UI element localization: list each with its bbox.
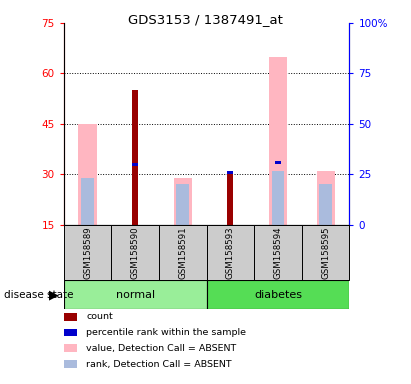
- Bar: [227, 171, 233, 174]
- FancyBboxPatch shape: [206, 280, 349, 309]
- Text: percentile rank within the sample: percentile rank within the sample: [86, 328, 246, 337]
- Bar: [176, 184, 189, 225]
- Bar: [132, 163, 138, 166]
- Bar: [269, 57, 287, 225]
- Bar: [132, 90, 138, 225]
- Text: GSM158591: GSM158591: [178, 226, 187, 279]
- Bar: [316, 171, 335, 225]
- Text: GSM158593: GSM158593: [226, 226, 235, 279]
- Bar: [272, 171, 284, 225]
- Text: GDS3153 / 1387491_at: GDS3153 / 1387491_at: [128, 13, 283, 26]
- Text: disease state: disease state: [4, 290, 74, 300]
- Text: count: count: [86, 312, 113, 321]
- Text: value, Detection Call = ABSENT: value, Detection Call = ABSENT: [86, 344, 237, 353]
- Bar: [275, 161, 281, 164]
- FancyBboxPatch shape: [111, 225, 159, 280]
- FancyBboxPatch shape: [64, 225, 111, 280]
- Bar: [81, 178, 94, 225]
- Text: GSM158595: GSM158595: [321, 226, 330, 279]
- Bar: [227, 171, 233, 225]
- FancyBboxPatch shape: [206, 225, 254, 280]
- Text: diabetes: diabetes: [254, 290, 302, 300]
- FancyBboxPatch shape: [302, 225, 349, 280]
- FancyBboxPatch shape: [159, 225, 206, 280]
- Text: rank, Detection Call = ABSENT: rank, Detection Call = ABSENT: [86, 359, 232, 369]
- FancyBboxPatch shape: [64, 280, 206, 309]
- Text: GSM158590: GSM158590: [131, 226, 140, 279]
- Text: GSM158589: GSM158589: [83, 226, 92, 279]
- Text: ▶: ▶: [48, 288, 58, 301]
- Bar: [319, 184, 332, 225]
- Text: GSM158594: GSM158594: [273, 226, 282, 279]
- Bar: [79, 124, 97, 225]
- Bar: [174, 178, 192, 225]
- Text: normal: normal: [115, 290, 155, 300]
- FancyBboxPatch shape: [254, 225, 302, 280]
